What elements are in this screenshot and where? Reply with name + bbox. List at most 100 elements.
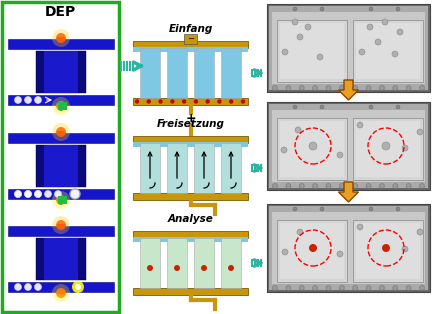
Circle shape [326, 183, 331, 188]
Circle shape [72, 281, 84, 293]
Circle shape [299, 285, 304, 290]
Circle shape [366, 285, 371, 290]
Circle shape [35, 284, 41, 290]
Bar [36, 51, 86, 93]
Bar [277, 20, 347, 82]
Circle shape [147, 265, 153, 271]
Circle shape [366, 85, 371, 90]
Circle shape [396, 7, 400, 11]
Bar [194, 143, 214, 193]
Bar [194, 48, 214, 98]
Bar [353, 220, 423, 282]
Bar [8, 95, 114, 105]
Bar [133, 136, 248, 143]
Bar [64, 198, 67, 201]
Circle shape [217, 99, 222, 104]
Text: −: − [187, 35, 194, 44]
Circle shape [295, 127, 301, 133]
Text: Freisetzung: Freisetzung [156, 119, 225, 129]
Circle shape [159, 99, 163, 104]
Circle shape [299, 183, 304, 188]
Bar [280, 223, 344, 279]
Circle shape [379, 183, 384, 188]
Circle shape [382, 142, 390, 150]
Circle shape [174, 265, 180, 271]
Bar [8, 39, 114, 49]
Circle shape [52, 191, 70, 209]
Polygon shape [339, 182, 359, 202]
Circle shape [402, 246, 408, 252]
Circle shape [15, 191, 22, 198]
Circle shape [35, 96, 41, 104]
Bar [353, 20, 423, 82]
Circle shape [56, 288, 66, 298]
Circle shape [15, 191, 22, 198]
Bar [184, 34, 197, 44]
Circle shape [286, 85, 291, 90]
Circle shape [313, 183, 318, 188]
Circle shape [56, 101, 66, 111]
Circle shape [353, 85, 358, 90]
Circle shape [337, 251, 343, 257]
Circle shape [339, 183, 344, 188]
Circle shape [56, 195, 66, 205]
Bar [269, 206, 428, 290]
Circle shape [357, 224, 363, 230]
Circle shape [282, 249, 288, 255]
Circle shape [406, 285, 411, 290]
Bar [140, 48, 160, 98]
Circle shape [293, 207, 297, 211]
Circle shape [375, 39, 381, 45]
Bar [140, 238, 160, 288]
Bar [57, 107, 60, 110]
Circle shape [228, 265, 234, 271]
Circle shape [206, 99, 210, 104]
Circle shape [339, 285, 344, 290]
Circle shape [320, 207, 324, 211]
Circle shape [353, 183, 358, 188]
Bar [267, 4, 430, 92]
Bar [272, 212, 425, 284]
Bar [36, 145, 86, 187]
Bar [194, 238, 214, 288]
Text: Analyse: Analyse [168, 214, 213, 224]
Bar [277, 118, 347, 180]
Circle shape [309, 142, 317, 150]
Circle shape [297, 229, 303, 235]
Circle shape [313, 85, 318, 90]
Bar [133, 98, 248, 105]
Circle shape [229, 99, 233, 104]
Circle shape [146, 99, 151, 104]
Bar [8, 226, 114, 236]
Bar [267, 102, 430, 190]
Bar [133, 41, 248, 48]
Circle shape [379, 285, 384, 290]
Bar [44, 145, 78, 187]
Circle shape [25, 96, 32, 104]
Bar [57, 197, 65, 201]
Circle shape [293, 7, 297, 11]
Bar [353, 118, 423, 180]
Circle shape [326, 85, 331, 90]
Circle shape [419, 285, 425, 290]
Bar [61, 201, 64, 204]
Bar [57, 131, 65, 135]
Bar [57, 196, 60, 198]
Circle shape [273, 85, 277, 90]
Bar [272, 12, 425, 84]
Bar [57, 102, 60, 105]
Circle shape [382, 19, 388, 25]
Bar [57, 37, 65, 41]
Bar [277, 220, 347, 282]
Circle shape [273, 285, 277, 290]
Bar [167, 48, 187, 98]
Circle shape [52, 123, 70, 141]
Circle shape [54, 191, 61, 198]
Circle shape [392, 51, 398, 57]
Circle shape [52, 29, 70, 47]
Bar [133, 142, 248, 147]
Circle shape [241, 99, 245, 104]
Circle shape [369, 207, 373, 211]
Circle shape [419, 183, 425, 188]
Bar [280, 121, 344, 177]
